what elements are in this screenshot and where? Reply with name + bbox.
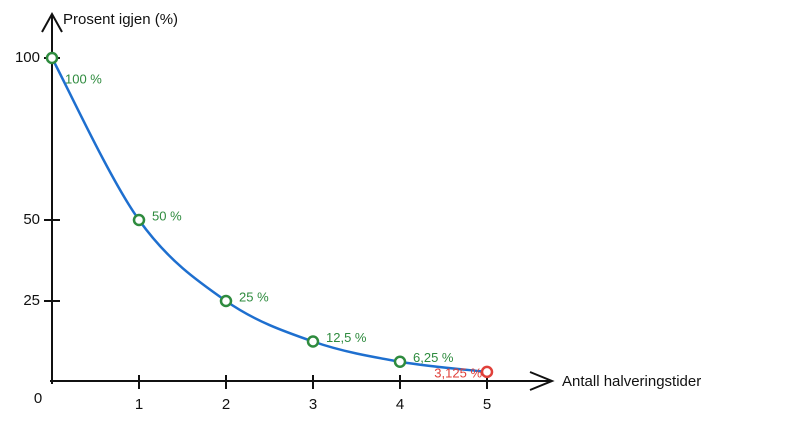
point bbox=[45, 51, 59, 65]
point bbox=[132, 213, 146, 227]
value-label: 100 % bbox=[65, 71, 102, 86]
value-label: 50 % bbox=[152, 208, 182, 223]
point bbox=[480, 365, 494, 379]
point bbox=[393, 355, 407, 368]
value-label: 12,5 % bbox=[326, 330, 367, 345]
value-label: 3,125 % bbox=[434, 365, 482, 380]
value-label: 25 % bbox=[239, 289, 269, 304]
x-arrow bbox=[529, 371, 555, 391]
x-tick-label: 1 bbox=[135, 396, 143, 413]
y-axis-label: Prosent igjen (%) bbox=[63, 11, 178, 28]
x-tick-label: 4 bbox=[396, 396, 404, 413]
line bbox=[50, 57, 488, 374]
point bbox=[306, 335, 320, 348]
y-tick-label: 100 bbox=[15, 49, 40, 66]
x-tick-label: 2 bbox=[222, 396, 230, 413]
y-tick-label: 0 bbox=[34, 390, 42, 407]
y-tick-label: 25 bbox=[23, 292, 40, 309]
y-arrow bbox=[41, 11, 63, 33]
axes bbox=[41, 11, 555, 391]
point bbox=[219, 294, 233, 308]
y-tick-label: 50 bbox=[23, 211, 40, 228]
x-tick-label: 5 bbox=[483, 396, 491, 413]
x-axis-label: Antall halveringstider bbox=[562, 373, 701, 390]
x-tick-label: 3 bbox=[309, 396, 317, 413]
value-label: 6,25 % bbox=[413, 350, 454, 365]
